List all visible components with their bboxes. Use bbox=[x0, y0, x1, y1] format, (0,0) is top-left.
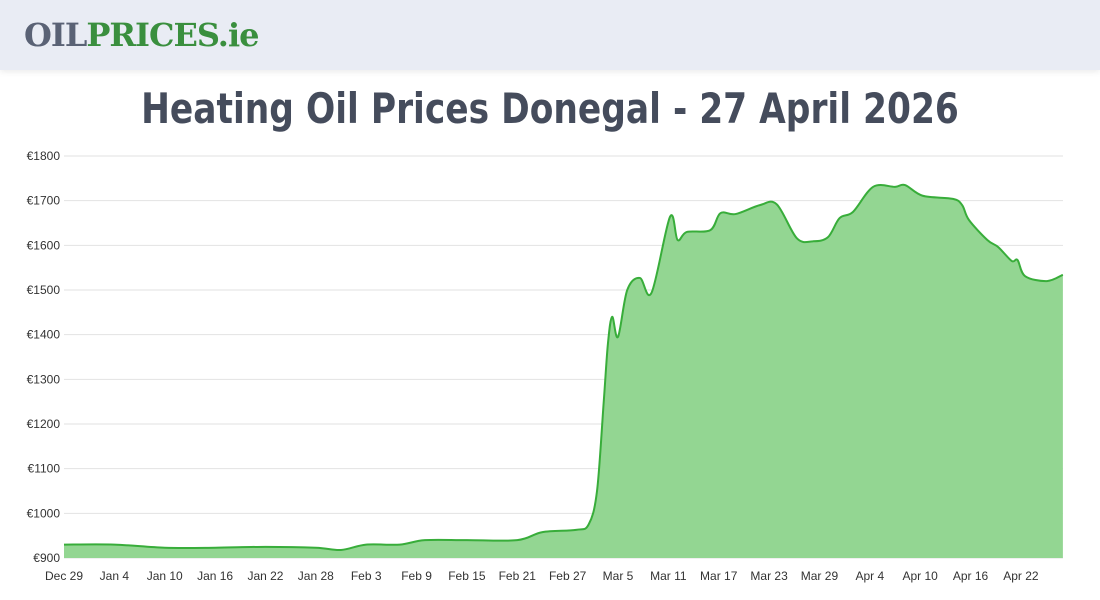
y-tick-label: €1600 bbox=[27, 238, 61, 252]
x-tick-label: Feb 9 bbox=[401, 569, 432, 583]
x-tick-label: Feb 15 bbox=[448, 569, 486, 583]
y-tick-label: €1800 bbox=[27, 149, 61, 163]
y-tick-label: €1500 bbox=[27, 283, 61, 297]
header-bar: OILPRICES.ie bbox=[0, 0, 1100, 70]
y-tick-label: €900 bbox=[33, 551, 60, 565]
x-tick-label: Apr 22 bbox=[1003, 569, 1039, 583]
x-tick-label: Mar 11 bbox=[650, 569, 687, 583]
x-tick-label: Jan 4 bbox=[100, 569, 130, 583]
site-logo[interactable]: OILPRICES.ie bbox=[24, 16, 259, 54]
x-tick-label: Mar 23 bbox=[750, 569, 788, 583]
price-area bbox=[64, 184, 1063, 559]
price-line bbox=[63, 183, 1064, 552]
x-tick-label: Feb 3 bbox=[351, 569, 382, 583]
x-tick-label: Apr 16 bbox=[953, 569, 989, 583]
x-tick-label: Jan 16 bbox=[197, 569, 233, 583]
page-title: Heating Oil Prices Donegal - 27 April 20… bbox=[141, 84, 959, 133]
x-tick-label: Mar 5 bbox=[603, 569, 634, 583]
x-tick-label: Jan 28 bbox=[298, 569, 334, 583]
y-tick-label: €1700 bbox=[27, 194, 61, 208]
x-tick-label: Mar 29 bbox=[801, 569, 839, 583]
y-tick-label: €1200 bbox=[27, 417, 61, 431]
x-tick-label: Apr 10 bbox=[903, 569, 939, 583]
y-tick-label: €1300 bbox=[27, 372, 61, 386]
x-tick-label: Jan 10 bbox=[147, 569, 183, 583]
x-tick-label: Feb 21 bbox=[499, 569, 537, 583]
x-tick-label: Mar 17 bbox=[700, 569, 738, 583]
y-tick-label: €1000 bbox=[27, 506, 61, 520]
x-tick-label: Jan 22 bbox=[247, 569, 283, 583]
x-tick-label: Dec 29 bbox=[45, 569, 83, 583]
y-tick-label: €1400 bbox=[27, 328, 61, 342]
x-tick-label: Apr 4 bbox=[855, 569, 884, 583]
y-tick-label: €1100 bbox=[28, 462, 61, 476]
x-tick-label: Feb 27 bbox=[549, 569, 587, 583]
